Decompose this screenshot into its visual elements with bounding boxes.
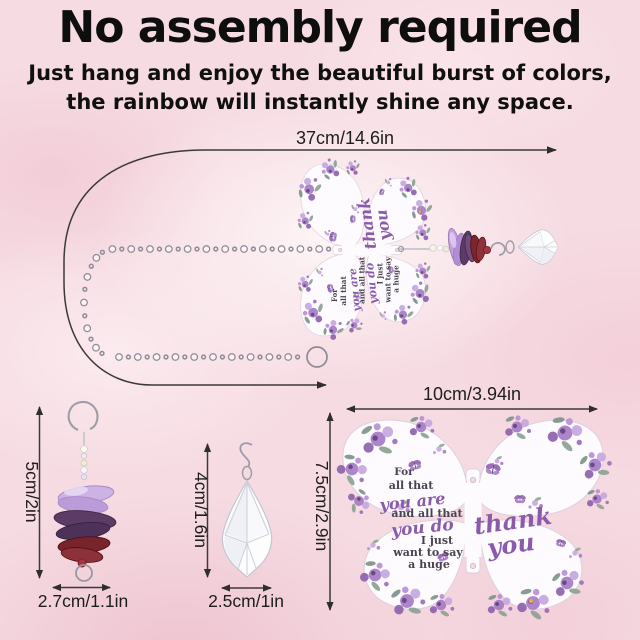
crystal-prism: [221, 442, 273, 578]
label-crystal-height: 4cm/1.6in: [191, 472, 211, 548]
suncatcher-crystal-rotated: [517, 229, 559, 265]
arrowhead-right-icon: [547, 146, 557, 154]
label-suncatcher-length: 37cm/14.6in: [296, 128, 394, 148]
crystal-hook: [239, 442, 253, 468]
label-butterfly-width: 10cm/3.94in: [423, 384, 521, 404]
measurement-pendant-width: 2.7cm/1.1in: [38, 583, 128, 611]
subheadline-line2: the rainbow will instantly shine any spa…: [66, 90, 574, 115]
label-pendant-height: 5cm/2in: [22, 461, 42, 522]
measurement-suncatcher-length: 37cm/14.6in: [63, 128, 557, 389]
pearl-bead: [429, 244, 437, 252]
arrowhead-right-icon: [317, 381, 327, 389]
measurement-butterfly-height: 7.5cm/2.9in: [312, 412, 334, 611]
label-pendant-width: 2.7cm/1.1in: [38, 591, 128, 611]
pendant-ring: [75, 564, 93, 582]
wire-hook: [490, 242, 506, 256]
garnet-bead-cluster: [57, 536, 111, 563]
suncatcher-bead-strand: [397, 227, 515, 267]
pendant-hook: [67, 401, 99, 431]
label-crystal-width: 2.5cm/1in: [208, 591, 284, 611]
measurement-pendant-height: 5cm/2in: [22, 406, 44, 579]
bottom-butterfly: [332, 414, 616, 623]
headline: No assembly required: [58, 2, 582, 53]
hanging-ring: [306, 346, 328, 368]
garnet-bead-cluster: [470, 234, 487, 264]
plum-bead-cluster: [53, 510, 117, 540]
subheadline-line1: Just hang and enjoy the beautiful burst …: [28, 61, 612, 85]
bead-cluster-pendant: [53, 401, 117, 582]
lavender-bead-cluster: [57, 485, 115, 514]
measurement-crystal-height: 4cm/1.6in: [191, 443, 212, 578]
label-butterfly-height: 7.5cm/2.9in: [312, 461, 332, 551]
subheadline: Just hang and enjoy the beautiful burst …: [0, 59, 640, 118]
red-bead: [482, 245, 492, 255]
measurement-butterfly-width: 10cm/3.94in: [346, 384, 598, 413]
measurement-crystal-width: 2.5cm/1in: [208, 584, 284, 611]
